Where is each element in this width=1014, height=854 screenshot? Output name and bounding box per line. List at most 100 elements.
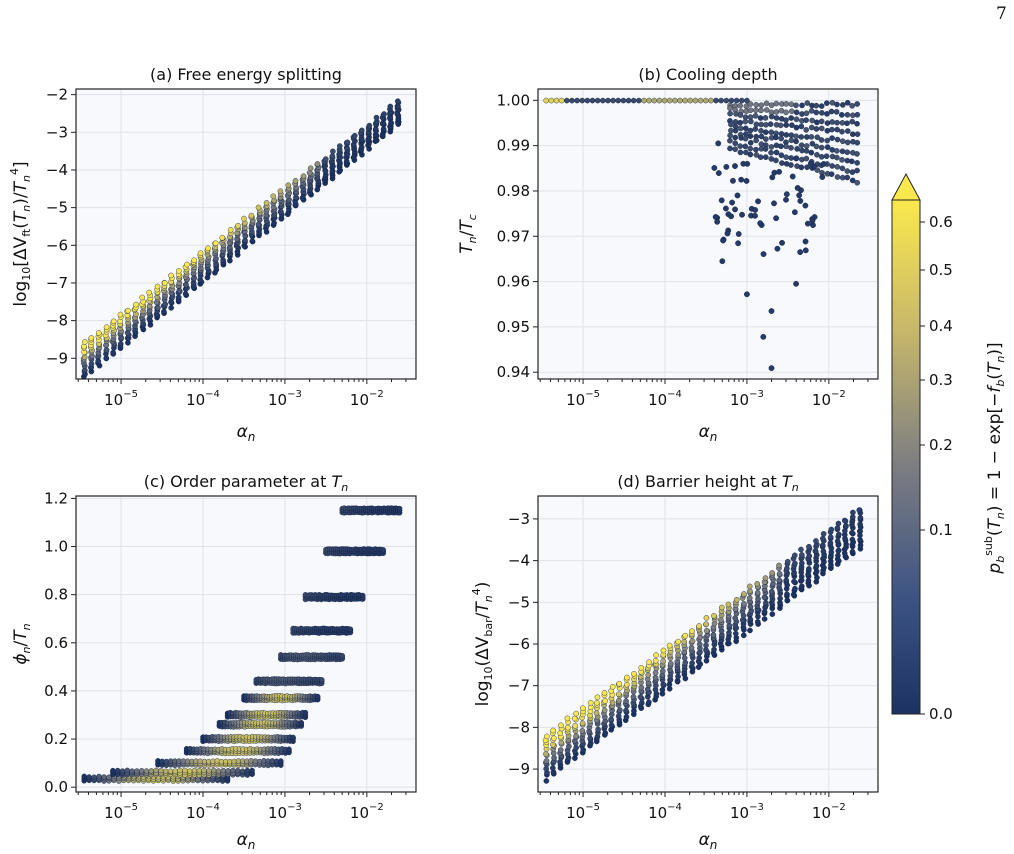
data-point: [543, 97, 549, 104]
data-point: [769, 174, 776, 181]
data-point: [844, 149, 851, 155]
data-point: [702, 97, 709, 104]
data-point: [579, 97, 586, 104]
colorbar-tick-label: 0.6: [929, 213, 953, 231]
data-point: [351, 132, 358, 139]
data-point: [138, 768, 145, 774]
data-point: [656, 97, 663, 104]
data-point: [177, 767, 183, 774]
data-point: [763, 600, 769, 606]
data-point: [579, 720, 586, 727]
colorbar-extend-arrow: [891, 172, 921, 201]
data-point: [849, 530, 855, 536]
data-point: [769, 611, 776, 617]
data-point: [755, 198, 761, 205]
ytick-label: −9: [46, 349, 68, 367]
data-point: [737, 112, 744, 118]
data-point: [82, 339, 88, 345]
data-point: [747, 145, 754, 152]
data-point: [812, 548, 819, 554]
data-point: [757, 220, 764, 227]
ytick-label: −2: [46, 86, 68, 104]
data-point: [550, 765, 556, 771]
data-point: [594, 97, 601, 104]
data-point: [747, 107, 754, 114]
ticks-d: −9 −8 −7 −6 −5 −4 −3 10−5 10−4 10−3 10−2: [508, 510, 869, 822]
data-point: [129, 768, 135, 774]
xtick-label: 10−2: [350, 389, 384, 409]
data-point: [387, 103, 394, 110]
data-point: [110, 318, 117, 325]
xtick-label: 10−4: [648, 389, 682, 409]
data-point: [763, 129, 769, 135]
data-point: [820, 531, 827, 537]
data-point: [637, 694, 644, 700]
data-point: [803, 117, 809, 123]
data-point: [773, 134, 779, 141]
data-point: [793, 109, 800, 116]
ylabel-b: Tn/Tc: [457, 214, 479, 254]
data-point: [155, 304, 161, 311]
data-point: [783, 122, 790, 128]
data-point: [255, 204, 262, 211]
grid-c: [76, 496, 416, 792]
data-point: [798, 546, 804, 553]
data-point: [788, 108, 795, 115]
data-point: [803, 110, 810, 117]
data-point: [779, 239, 785, 246]
data-point: [168, 272, 174, 279]
data-point: [154, 283, 161, 290]
ytick-label: 0.0: [44, 778, 68, 796]
data-point: [788, 145, 794, 151]
data-point: [278, 758, 284, 764]
colorbar-ticks: 0.0 0.1 0.2 0.3 0.4 0.5 0.6: [920, 213, 953, 723]
data-point: [748, 118, 754, 125]
data-point: [711, 646, 717, 653]
data-point: [696, 623, 702, 629]
data-point: [793, 138, 799, 145]
data-point: [806, 566, 812, 572]
data-point: [681, 655, 688, 661]
title-d: (d) Barrier height at Tn: [617, 472, 798, 494]
data-point: [797, 249, 804, 256]
data-point: [828, 108, 835, 115]
data-point: [601, 690, 608, 696]
data-point: [551, 755, 557, 761]
colorbar-tick-label: 0.5: [929, 261, 953, 279]
data-point: [710, 632, 717, 638]
data-point: [854, 139, 861, 146]
colorbar-tick-label: 0.0: [929, 705, 953, 723]
data-point: [235, 767, 241, 774]
data-point: [322, 168, 329, 174]
data-point: [761, 594, 768, 601]
data-point: [791, 209, 798, 216]
data-point: [835, 547, 842, 554]
data-point: [219, 234, 226, 241]
data-point: [212, 240, 219, 247]
data-point: [666, 642, 673, 649]
data-point: [143, 768, 150, 774]
data-point: [548, 97, 555, 104]
data-point: [101, 774, 107, 780]
data-point: [314, 693, 321, 700]
data-point: [820, 535, 826, 542]
data-point: [587, 699, 594, 706]
data-point: [752, 126, 759, 132]
data-point: [659, 668, 666, 674]
data-point: [543, 758, 550, 764]
data-point: [788, 155, 794, 161]
data-point: [839, 120, 846, 126]
data-point: [728, 213, 735, 220]
data-point: [779, 160, 785, 166]
data-point: [740, 632, 747, 639]
data-point: [747, 133, 754, 139]
data-point: [778, 143, 784, 150]
data-point: [813, 143, 820, 150]
data-point: [594, 694, 601, 701]
data-point: [395, 98, 401, 104]
data-point: [808, 134, 815, 140]
data-point: [723, 97, 730, 104]
data-point: [220, 767, 227, 774]
data-point: [802, 238, 809, 245]
